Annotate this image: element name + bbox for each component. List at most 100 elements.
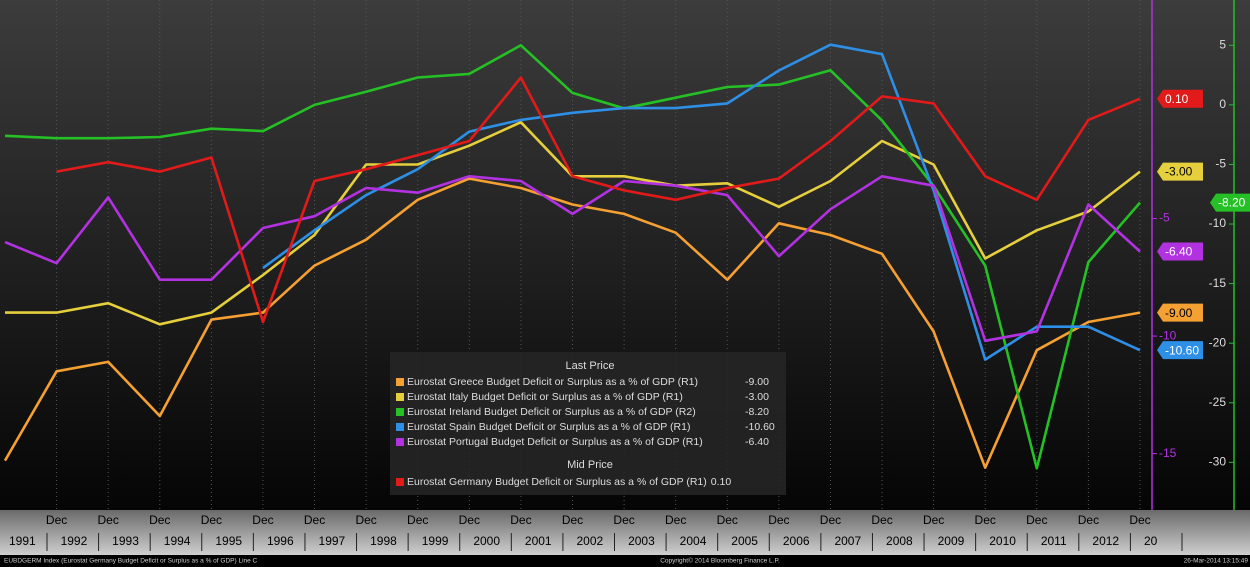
legend-swatch xyxy=(396,478,404,486)
series-line xyxy=(4,175,1141,343)
year-label: 2009 xyxy=(938,534,965,548)
x-tick-label: Dec xyxy=(613,513,634,527)
legend-label: Eurostat Germany Budget Deficit or Surpl… xyxy=(407,476,707,488)
series-line xyxy=(4,44,1141,470)
year-label: 2004 xyxy=(680,534,707,548)
legend-label: Eurostat Portugal Budget Deficit or Surp… xyxy=(407,436,703,448)
year-label: 1995 xyxy=(215,534,242,548)
x-tick-label: Dec xyxy=(459,513,480,527)
footer-center: Copyright© 2014 Bloomberg Finance L.P. xyxy=(660,557,780,565)
last-value-label: 0.10 xyxy=(1165,92,1189,106)
x-tick-label: Dec xyxy=(820,513,841,527)
x-tick-label: Dec xyxy=(510,513,531,527)
legend-label: Eurostat Greece Budget Deficit or Surplu… xyxy=(407,376,698,388)
x-tick-label: Dec xyxy=(923,513,944,527)
year-label: 1998 xyxy=(370,534,397,548)
x-axis-band xyxy=(0,510,1250,555)
y-tick-label: -10 xyxy=(1159,328,1177,342)
x-tick-label: Dec xyxy=(562,513,583,527)
year-label: 2012 xyxy=(1092,534,1119,548)
x-tick-label: Dec xyxy=(252,513,273,527)
y2-tick-label: -20 xyxy=(1209,335,1227,349)
x-tick-label: Dec xyxy=(355,513,376,527)
year-label: 1992 xyxy=(61,534,88,548)
series-line xyxy=(3,177,1141,469)
x-tick-label: Dec xyxy=(304,513,325,527)
footer-right: 26-Mar-2014 13:15:49 xyxy=(1184,558,1249,565)
x-tick-label: Dec xyxy=(871,513,892,527)
x-tick-label: Dec xyxy=(1078,513,1099,527)
series-line xyxy=(262,43,1141,361)
legend-box xyxy=(390,352,786,495)
legend-swatch xyxy=(396,393,404,401)
year-label: 2005 xyxy=(731,534,758,548)
y2-tick-label: -5 xyxy=(1215,157,1226,171)
year-label: 1993 xyxy=(112,534,139,548)
year-label: 2010 xyxy=(989,534,1016,548)
legend-label: Eurostat Italy Budget Deficit or Surplus… xyxy=(407,391,683,403)
x-tick-label: Dec xyxy=(717,513,738,527)
axes: -5 -10 -15 5 0 -5 -10 -15 -20 -25 -30 -9.00 -3.00 -8.… xyxy=(1151,0,1250,510)
y2-tick-label: 0 xyxy=(1219,97,1226,111)
legend-label: Eurostat Ireland Budget Deficit or Surpl… xyxy=(407,406,696,418)
last-value-label: -3.00 xyxy=(1165,165,1193,179)
legend-swatch xyxy=(396,408,404,416)
year-label: 1997 xyxy=(319,534,346,548)
x-tick-label: Dec xyxy=(665,513,686,527)
last-value-tag xyxy=(1157,89,1203,108)
x-tick-label: Dec xyxy=(1129,513,1150,527)
year-label: 2001 xyxy=(525,534,552,548)
y2-tick-label: -10 xyxy=(1209,216,1227,230)
legend-value: -8.20 xyxy=(745,406,769,418)
footer-band xyxy=(0,555,1250,567)
x-tick-label: Dec xyxy=(975,513,996,527)
legend-title: Last Price xyxy=(566,360,615,372)
legend-value: -3.00 xyxy=(745,391,769,403)
x-tick-label: Dec xyxy=(1026,513,1047,527)
footer-left: EUBDGERM Index (Eurostat Germany Budget … xyxy=(4,558,258,565)
year-label: 2011 xyxy=(1041,534,1067,548)
year-label: 2007 xyxy=(834,534,861,548)
legend: Last Price Mid Price Eurostat Greece Bud… xyxy=(390,352,786,495)
y2-tick-label: -15 xyxy=(1209,276,1227,290)
last-value-tag xyxy=(1210,193,1250,212)
last-value-tag xyxy=(1157,341,1203,360)
year-label: 1999 xyxy=(422,534,449,548)
legend-value: 0.10 xyxy=(711,476,732,488)
legend-subtitle: Mid Price xyxy=(567,459,613,471)
year-label: 2003 xyxy=(628,534,655,548)
y-tick-label: -15 xyxy=(1159,446,1177,460)
legend-swatch xyxy=(396,438,404,446)
lines xyxy=(3,43,1141,470)
legend-swatch xyxy=(396,423,404,431)
x-tick-label: Dec xyxy=(46,513,67,527)
y-tick-label: -5 xyxy=(1159,211,1170,225)
year-label: 2006 xyxy=(783,534,810,548)
x-tick-label: Dec xyxy=(98,513,119,527)
y2-tick-label: -30 xyxy=(1209,455,1227,469)
last-value-tag xyxy=(1157,162,1203,181)
last-value-tag xyxy=(1157,303,1203,322)
y2-tick-label: 5 xyxy=(1219,37,1226,51)
legend-value: -6.40 xyxy=(745,436,769,448)
legend-label: Eurostat Spain Budget Deficit or Surplus… xyxy=(407,421,690,433)
x-axis: Dec Dec Dec Dec Dec Dec Dec Dec Dec Dec Dec Dec Dec D… xyxy=(9,513,1183,551)
x-tick-label: Dec xyxy=(201,513,222,527)
year-label: 1991 xyxy=(9,534,36,548)
last-value-label: -8.20 xyxy=(1218,196,1246,210)
x-tick-label: Dec xyxy=(407,513,428,527)
last-value-label: -10.60 xyxy=(1165,343,1199,357)
year-label: 1996 xyxy=(267,534,294,548)
year-label: 2008 xyxy=(886,534,913,548)
y2-tick-label: -25 xyxy=(1209,395,1227,409)
year-label: 2000 xyxy=(473,534,500,548)
year-label: 1994 xyxy=(164,534,191,548)
year-label: 20 xyxy=(1144,534,1158,548)
last-value-tag xyxy=(1157,242,1203,261)
legend-value: -10.60 xyxy=(745,421,775,433)
legend-swatch xyxy=(396,378,404,386)
x-tick-label: Dec xyxy=(149,513,170,527)
last-value-label: -9.00 xyxy=(1165,306,1193,320)
